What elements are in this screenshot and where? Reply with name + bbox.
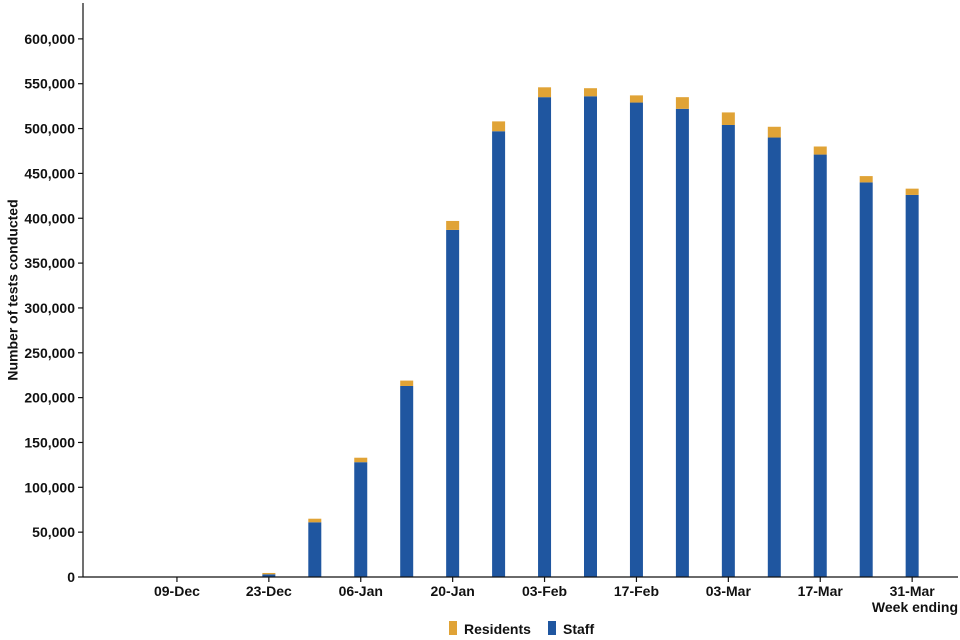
- legend-swatch-staff: [548, 621, 556, 635]
- x-tick-label: 17-Feb: [614, 583, 659, 599]
- bar-staff: [675, 108, 689, 578]
- bar-residents: [354, 457, 368, 463]
- y-tick-label: 250,000: [24, 345, 75, 361]
- bar-staff: [400, 385, 414, 577]
- bar-residents: [859, 176, 873, 183]
- bar-residents: [629, 95, 643, 103]
- bar-residents: [262, 572, 276, 575]
- bar-staff: [813, 154, 827, 577]
- bar-staff: [308, 522, 322, 577]
- y-axis-ticks: 0 50,000 100,000 150,000 200,000 250,000 300,0…: [24, 31, 83, 585]
- bar-staff: [262, 574, 276, 577]
- x-tick-label: 03-Mar: [706, 583, 752, 599]
- y-tick-label: 200,000: [24, 390, 75, 406]
- bar-residents: [721, 112, 735, 125]
- y-tick-label: 550,000: [24, 76, 75, 92]
- legend-label-residents: Residents: [464, 621, 531, 637]
- x-tick-label: 09-Dec: [154, 583, 200, 599]
- y-tick-label: 350,000: [24, 255, 75, 271]
- bar-residents: [767, 126, 781, 138]
- x-tick-label: 23-Dec: [246, 583, 292, 599]
- y-tick-label: 400,000: [24, 210, 75, 226]
- y-tick-label: 50,000: [32, 524, 75, 540]
- y-tick-label: 300,000: [24, 300, 75, 316]
- bar-residents: [905, 188, 919, 195]
- bar-residents: [675, 97, 689, 109]
- x-axis-title: Week ending: [872, 599, 958, 615]
- bar-residents: [446, 220, 460, 230]
- x-tick-label: 03-Feb: [522, 583, 567, 599]
- y-tick-label: 450,000: [24, 165, 75, 181]
- bar-staff: [354, 462, 368, 577]
- y-tick-label: 500,000: [24, 121, 75, 137]
- bar-staff: [767, 137, 781, 577]
- x-tick-label: 20-Jan: [430, 583, 474, 599]
- bar-staff: [538, 97, 552, 577]
- bar-staff: [721, 124, 735, 577]
- y-tick-label: 150,000: [24, 434, 75, 450]
- x-tick-label: 17-Mar: [798, 583, 844, 599]
- bar-residents: [538, 87, 552, 98]
- legend: Residents Staff: [449, 621, 594, 637]
- bar-residents: [492, 121, 506, 132]
- bar-staff: [859, 182, 873, 577]
- x-axis-ticks: 09-Dec 23-Dec 06-Jan 20-Jan 03-Feb 17-Feb 03-M…: [154, 577, 935, 599]
- bar-staff: [446, 229, 460, 578]
- bar-staff: [905, 194, 919, 577]
- y-tick-label: 0: [67, 569, 75, 585]
- bar-residents: [308, 518, 322, 523]
- bar-residents: [584, 88, 597, 97]
- y-tick-label: 600,000: [24, 31, 75, 47]
- y-tick-label: 100,000: [24, 479, 75, 495]
- bar-staff: [629, 102, 643, 577]
- bar-staff: [584, 96, 597, 578]
- bar-residents: [813, 146, 827, 155]
- legend-label-staff: Staff: [563, 621, 594, 637]
- y-axis-title: Number of tests conducted: [5, 199, 21, 380]
- x-tick-label: 31-Mar: [890, 583, 936, 599]
- bar-residents: [400, 380, 414, 386]
- plot-area: [262, 87, 919, 578]
- x-tick-label: 06-Jan: [339, 583, 383, 599]
- bar-staff: [492, 131, 506, 578]
- legend-swatch-residents: [449, 621, 457, 635]
